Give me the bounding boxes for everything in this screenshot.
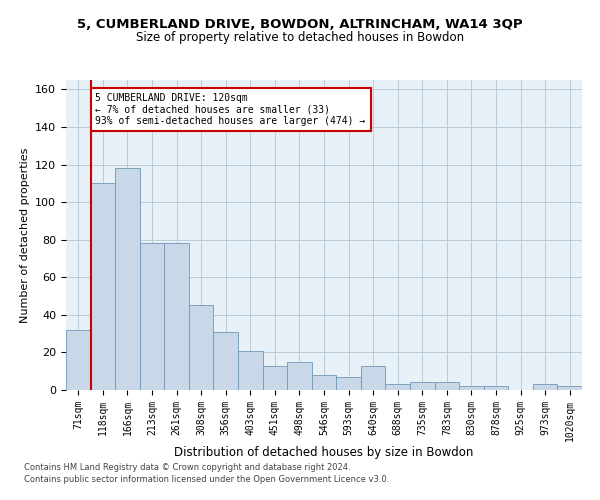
- Bar: [115, 168, 140, 390]
- Bar: [385, 384, 410, 390]
- Text: 5 CUMBERLAND DRIVE: 120sqm
← 7% of detached houses are smaller (33)
93% of semi-: 5 CUMBERLAND DRIVE: 120sqm ← 7% of detac…: [95, 93, 366, 126]
- Text: Size of property relative to detached houses in Bowdon: Size of property relative to detached ho…: [136, 31, 464, 44]
- X-axis label: Distribution of detached houses by size in Bowdon: Distribution of detached houses by size …: [175, 446, 473, 460]
- Text: Contains public sector information licensed under the Open Government Licence v3: Contains public sector information licen…: [24, 475, 389, 484]
- Bar: [164, 244, 189, 390]
- Y-axis label: Number of detached properties: Number of detached properties: [20, 148, 29, 322]
- Bar: [557, 386, 582, 390]
- Text: Contains HM Land Registry data © Crown copyright and database right 2024.: Contains HM Land Registry data © Crown c…: [24, 464, 350, 472]
- Bar: [533, 384, 557, 390]
- Bar: [66, 330, 91, 390]
- Bar: [189, 306, 214, 390]
- Bar: [214, 332, 238, 390]
- Bar: [361, 366, 385, 390]
- Bar: [336, 377, 361, 390]
- Bar: [263, 366, 287, 390]
- Bar: [140, 244, 164, 390]
- Bar: [410, 382, 434, 390]
- Bar: [312, 375, 336, 390]
- Bar: [484, 386, 508, 390]
- Bar: [238, 350, 263, 390]
- Bar: [434, 382, 459, 390]
- Bar: [91, 184, 115, 390]
- Text: 5, CUMBERLAND DRIVE, BOWDON, ALTRINCHAM, WA14 3QP: 5, CUMBERLAND DRIVE, BOWDON, ALTRINCHAM,…: [77, 18, 523, 30]
- Bar: [287, 362, 312, 390]
- Bar: [459, 386, 484, 390]
